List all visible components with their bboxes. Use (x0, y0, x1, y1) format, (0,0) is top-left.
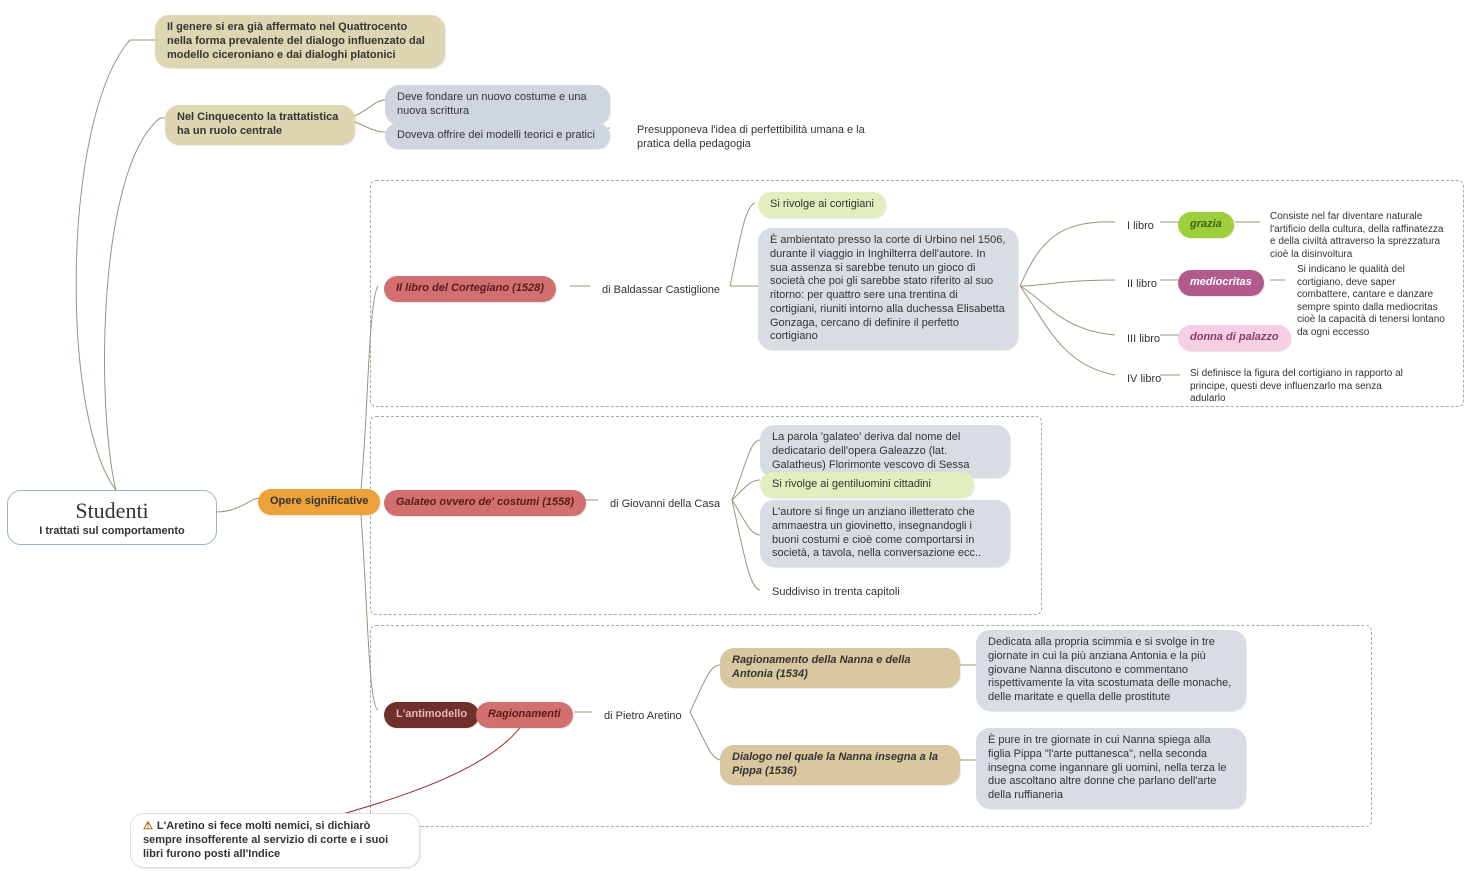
gal-n1[interactable]: La parola 'galateo' deriva dal nome del … (760, 425, 1010, 478)
mediocritas-desc: Si indicano le qualità del cortigiano, d… (1285, 258, 1460, 345)
libro-1-label: I libro (1115, 214, 1166, 240)
warning-icon: ⚠ (143, 820, 153, 832)
node-cort-note2[interactable]: È ambientato presso la corte di Urbino n… (758, 228, 1018, 350)
root-subtitle: I trattati sul comportamento (20, 525, 204, 539)
node-presupponeva: Presupponeva l'idea di perfettibilità um… (625, 118, 885, 158)
libro-3-label: III libro (1115, 327, 1172, 353)
node-cortegiano[interactable]: Il libro del Cortegiano (1528) (384, 276, 556, 302)
libro-4-desc: Si definisce la figura del cortigiano in… (1178, 362, 1428, 412)
node-quattrocento[interactable]: Il genere si era già affermato nel Quatt… (155, 15, 445, 68)
root-node[interactable]: Studenti I trattati sul comportamento (7, 490, 217, 545)
node-cort-author: di Baldassar Castiglione (590, 278, 732, 304)
gal-n2[interactable]: Si rivolge ai gentiluomini cittadini (760, 472, 974, 498)
pill-donna[interactable]: donna di palazzo (1178, 325, 1291, 351)
node-ragionamenti[interactable]: Ragionamenti (476, 702, 573, 728)
node-rag-author: di Pietro Aretino (592, 704, 694, 730)
root-title: Studenti (20, 497, 204, 525)
mindmap-canvas: Studenti I trattati sul comportamento Il… (0, 0, 1482, 871)
libro-2-label: II libro (1115, 272, 1169, 298)
node-cort-note1[interactable]: Si rivolge ai cortigiani (758, 192, 886, 218)
node-galateo[interactable]: Galateo ovvero de' costumi (1558) (384, 490, 586, 516)
libro-4-label: IV libro (1115, 367, 1173, 393)
gal-n3[interactable]: L'autore si finge un anziano illetterato… (760, 500, 1010, 567)
pill-grazia[interactable]: grazia (1178, 212, 1234, 238)
node-gal-author: di Giovanni della Casa (598, 492, 732, 518)
gal-n4[interactable]: Suddiviso in trenta capitoli (760, 580, 1010, 606)
rag1[interactable]: Ragionamento della Nanna e della Antonia… (720, 648, 960, 688)
node-cinquecento[interactable]: Nel Cinquecento la trattatistica ha un r… (165, 105, 355, 145)
node-deve-fondare[interactable]: Deve fondare un nuovo costume e una nuov… (385, 85, 610, 125)
node-opere[interactable]: Opere significative (258, 489, 380, 515)
node-doveva-offrire[interactable]: Doveva offrire dei modelli teorici e pra… (385, 123, 610, 149)
node-antimodello[interactable]: L'antimodello (384, 702, 479, 728)
pill-mediocritas[interactable]: mediocritas (1178, 270, 1264, 296)
rag1-desc[interactable]: Dedicata alla propria scimmia e si svolg… (976, 630, 1246, 711)
aretino-footnote-text: L'Aretino si fece molti nemici, si dichi… (143, 820, 388, 860)
node-aretino-footnote[interactable]: ⚠L'Aretino si fece molti nemici, si dich… (130, 813, 420, 868)
rag2-desc[interactable]: È pure in tre giornate in cui Nanna spie… (976, 728, 1246, 809)
rag2[interactable]: Dialogo nel quale la Nanna insegna a la … (720, 745, 960, 785)
